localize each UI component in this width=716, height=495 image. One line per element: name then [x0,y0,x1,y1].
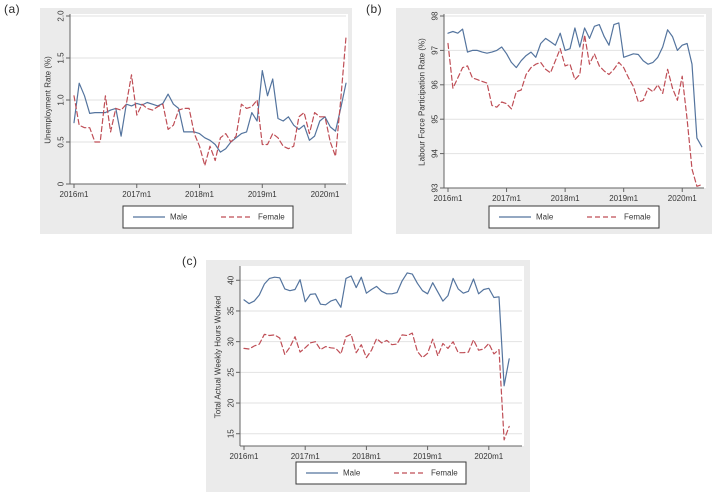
svg-text:96: 96 [431,80,440,89]
svg-text:94: 94 [431,149,440,158]
svg-text:2.0: 2.0 [57,10,66,22]
unemployment-rate-chart-canvas: 0 0.5 1.0 1.5 2.0 2016m1 2017m1 2018m1 2019m1 202… [44,10,348,229]
svg-text:Female: Female [258,213,285,222]
svg-text:Male: Male [536,213,554,222]
svg-text:98: 98 [431,11,440,20]
chart-panel-labour-force-participation: 93 94 95 96 97 98 2016m1 2017m1 2018m1 2019m1 2020… [396,8,712,234]
chart-panel-unemployment-rate: 0 0.5 1.0 1.5 2.0 2016m1 2017m1 2018m1 2019m1 202… [40,8,352,234]
svg-text:20: 20 [227,398,236,407]
svg-text:2018m1: 2018m1 [551,194,580,203]
svg-text:1.5: 1.5 [57,52,66,64]
chart-panel-weekly-hours-worked: 15 20 25 30 35 40 2016m1 2017m1 2018m1 2019m1 2020… [206,260,530,492]
svg-text:25: 25 [227,367,236,376]
svg-text:93: 93 [431,183,440,192]
svg-text:40: 40 [227,275,236,284]
svg-text:15: 15 [227,429,236,438]
svg-text:2020m1: 2020m1 [311,190,340,199]
svg-text:2016m1: 2016m1 [230,452,259,461]
svg-text:2019m1: 2019m1 [248,190,277,199]
panel-b-label: (b) [366,2,383,16]
svg-text:Unemployment Rate (%): Unemployment Rate (%) [44,56,53,144]
labour-force-participation-chart-canvas: 93 94 95 96 97 98 2016m1 2017m1 2018m1 2019m1 2020… [418,11,706,229]
svg-text:2017m1: 2017m1 [291,452,320,461]
svg-text:2016m1: 2016m1 [434,194,463,203]
svg-text:2018m1: 2018m1 [352,452,381,461]
svg-text:Female: Female [431,469,458,478]
svg-text:0.5: 0.5 [57,136,66,148]
svg-text:2020m1: 2020m1 [668,194,697,203]
svg-text:97: 97 [431,45,440,54]
svg-text:2017m1: 2017m1 [122,190,151,199]
svg-text:Male: Male [170,213,188,222]
svg-text:2018m1: 2018m1 [185,190,214,199]
weekly-hours-worked-chart-canvas: 15 20 25 30 35 40 2016m1 2017m1 2018m1 2019m1 2020… [214,266,524,485]
svg-text:2017m1: 2017m1 [492,194,521,203]
svg-text:Female: Female [624,213,651,222]
svg-text:Male: Male [343,469,361,478]
svg-text:0: 0 [57,181,66,186]
svg-text:2019m1: 2019m1 [609,194,638,203]
svg-text:2020m1: 2020m1 [474,452,503,461]
svg-text:Total Actual Weekly Hours Work: Total Actual Weekly Hours Worked [214,296,223,418]
svg-text:1.0: 1.0 [57,94,66,106]
svg-text:Labour Force Participation Rat: Labour Force Participation Rate (%) [418,38,427,166]
svg-text:35: 35 [227,306,236,315]
svg-text:2016m1: 2016m1 [60,190,89,199]
svg-text:95: 95 [431,114,440,123]
svg-text:2019m1: 2019m1 [413,452,442,461]
svg-text:30: 30 [227,337,236,346]
panel-c-label: (c) [182,254,198,268]
panel-a-label: (a) [4,2,21,16]
